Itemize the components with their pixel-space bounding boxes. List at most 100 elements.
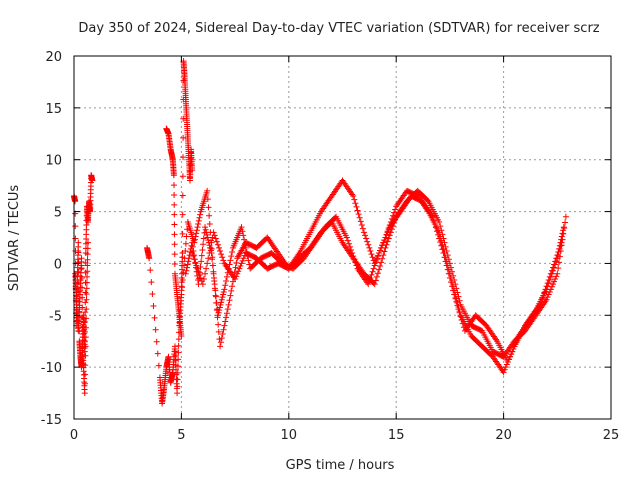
data-point	[198, 258, 205, 265]
data-point	[550, 264, 557, 271]
data-point	[81, 390, 88, 397]
data-point	[185, 258, 192, 265]
data-point	[82, 371, 89, 378]
data-point	[380, 239, 387, 246]
data-point	[72, 235, 79, 242]
data-point	[223, 278, 230, 285]
data-point	[182, 247, 189, 254]
data-point	[377, 263, 384, 270]
data-point	[381, 237, 388, 244]
y-axis-ticks: -15 -10 -5 0 5 10 15 20	[41, 50, 611, 428]
data-point	[233, 259, 240, 266]
data-point	[183, 267, 190, 274]
data-point	[452, 295, 459, 302]
data-point	[171, 191, 178, 198]
data-point	[345, 240, 352, 247]
data-point	[81, 380, 88, 387]
data-point	[541, 289, 548, 296]
data-point	[192, 233, 199, 240]
data-point	[179, 230, 186, 237]
data-point	[82, 309, 89, 316]
x-tick-label: 25	[603, 428, 620, 443]
data-point	[424, 197, 431, 204]
data-point	[373, 256, 380, 263]
data-point	[438, 242, 445, 249]
data-point	[387, 229, 394, 236]
data-point	[194, 224, 201, 231]
data-point	[501, 366, 508, 373]
data-point	[240, 255, 247, 262]
x-tick-label: 15	[388, 428, 405, 443]
data-point	[214, 241, 221, 248]
data-point	[174, 383, 181, 390]
data-point	[214, 312, 221, 319]
data-point	[196, 214, 203, 221]
data-point	[547, 270, 554, 277]
data-point	[441, 239, 448, 246]
data-point	[360, 229, 367, 236]
series-trace-b	[72, 239, 91, 397]
data-point	[218, 296, 225, 303]
data-point	[197, 264, 204, 271]
data-point	[392, 216, 399, 223]
data-point	[175, 342, 182, 349]
data-point	[75, 259, 82, 266]
y-tick-label: 0	[54, 257, 62, 272]
data-point	[218, 299, 225, 306]
data-point	[353, 203, 360, 210]
data-point	[508, 351, 515, 358]
data-point	[227, 292, 234, 299]
data-point	[238, 260, 245, 267]
data-point	[203, 229, 210, 236]
plot-frame	[73, 55, 612, 420]
data-point	[219, 330, 226, 337]
data-point	[213, 238, 220, 245]
data-point	[202, 270, 209, 277]
data-point	[376, 266, 383, 273]
data-point	[84, 256, 91, 263]
data-point	[211, 281, 218, 288]
data-point	[174, 390, 181, 397]
data-point	[221, 322, 228, 329]
data-point	[363, 235, 370, 242]
data-point	[432, 224, 439, 231]
data-point	[180, 134, 187, 141]
data-point	[365, 281, 372, 288]
data-point	[383, 241, 390, 248]
y-tick-label: -5	[49, 309, 62, 324]
series-trace-g	[189, 187, 569, 360]
data-point	[228, 253, 235, 260]
data-point	[200, 235, 207, 242]
data-point	[180, 115, 187, 122]
data-point	[82, 334, 89, 341]
data-point	[89, 177, 96, 184]
data-point	[547, 286, 554, 293]
data-point	[222, 318, 229, 325]
data-point	[196, 271, 203, 278]
data-point	[242, 244, 249, 251]
data-point	[442, 243, 449, 250]
data-point	[562, 219, 569, 226]
data-point	[544, 294, 551, 301]
data-point	[388, 226, 395, 233]
data-point	[210, 268, 217, 275]
data-point	[558, 242, 565, 249]
data-point	[184, 226, 191, 233]
data-point	[170, 182, 177, 189]
data-point	[509, 348, 516, 355]
data-point	[202, 226, 209, 233]
data-point	[78, 265, 85, 272]
data-point	[197, 274, 204, 281]
data-point	[449, 268, 456, 275]
data-point	[444, 252, 451, 259]
data-point	[199, 246, 206, 253]
data-point	[458, 316, 465, 323]
data-point	[210, 229, 217, 236]
data-point	[200, 241, 207, 248]
data-point	[83, 285, 90, 292]
data-point	[225, 301, 232, 308]
y-tick-label: 10	[45, 154, 62, 169]
data-point	[445, 270, 452, 277]
data-point	[179, 211, 186, 218]
x-axis-label: GPS time / hours	[286, 458, 395, 473]
